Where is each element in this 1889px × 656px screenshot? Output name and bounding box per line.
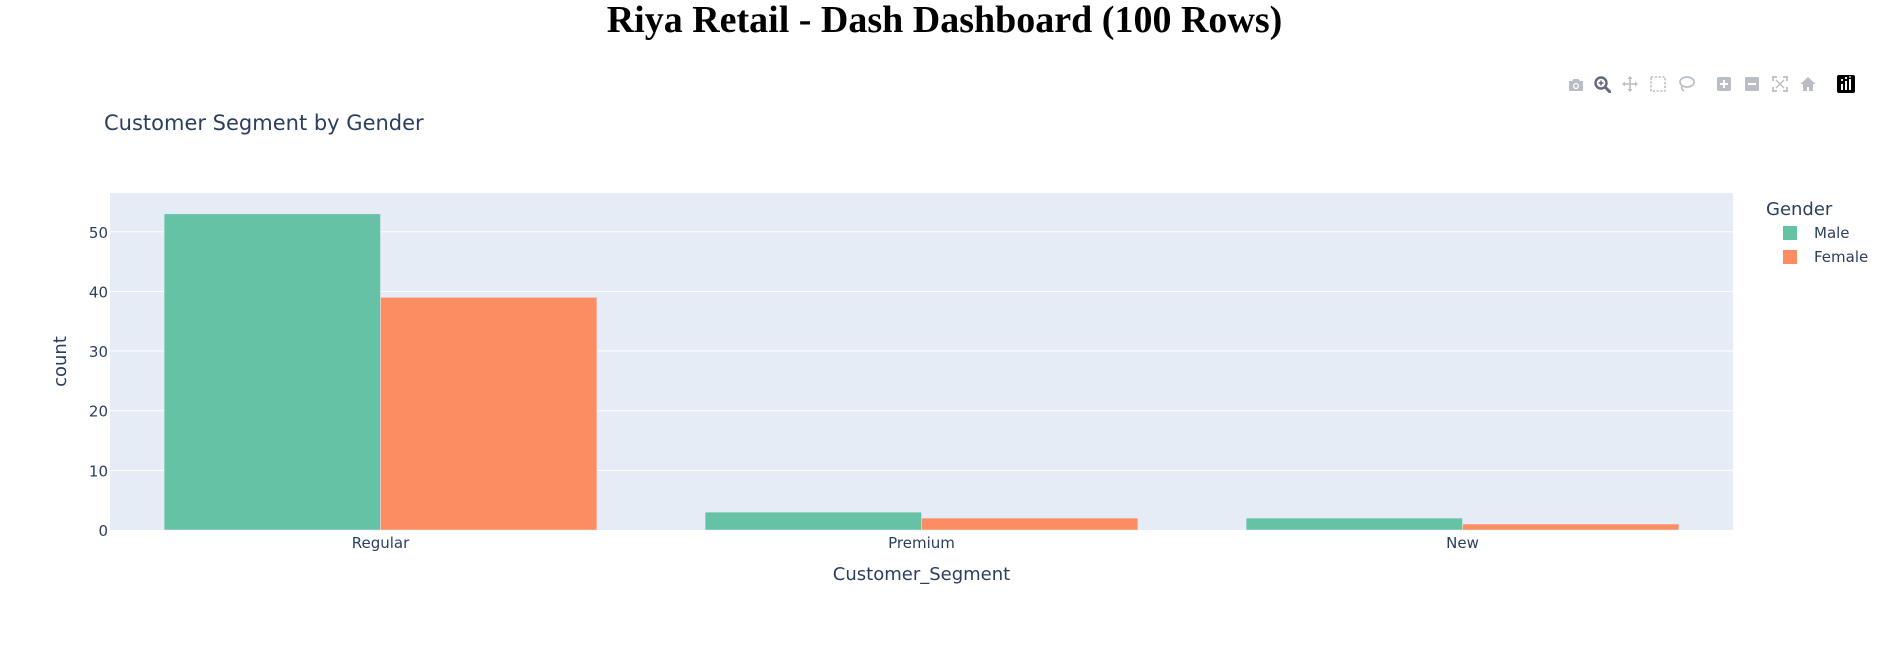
legend-label-female: Female (1814, 248, 1868, 266)
modebar-plotly-logo-button[interactable] (1832, 70, 1860, 98)
y-tick-label: 30 (89, 343, 108, 361)
x-tick-label: Regular (352, 534, 410, 552)
modebar-zoom-out-button[interactable] (1738, 70, 1766, 98)
bar-female-premium (921, 517, 1139, 531)
page-title: Riya Retail - Dash Dashboard (100 Rows) (606, 0, 1283, 41)
bar-male-new (1245, 517, 1463, 531)
legend-swatch-female (1783, 250, 1797, 264)
bar-female-regular (380, 297, 598, 531)
bar-male-regular (163, 213, 381, 531)
lasso-select-icon (1679, 76, 1695, 92)
modebar-pan-button[interactable] (1616, 70, 1644, 98)
modebar-box-select-button[interactable] (1644, 70, 1672, 98)
reset-axes-icon (1800, 77, 1816, 91)
bar-female-new (1462, 523, 1680, 531)
modebar-reset-axes-button[interactable] (1794, 70, 1822, 98)
autoscale-icon (1772, 76, 1788, 92)
y-tick-label: 20 (89, 403, 108, 421)
chart-title: Customer Segment by Gender (104, 111, 424, 135)
zoom-icon (1594, 76, 1611, 93)
legend-title: Gender (1766, 199, 1833, 220)
chart-modebar (1560, 70, 1860, 98)
y-tick-label: 50 (89, 224, 108, 242)
modebar-zoom-in-button[interactable] (1710, 70, 1738, 98)
y-tick-label: 10 (89, 462, 108, 480)
legend-swatch-male (1783, 226, 1797, 240)
pan-icon (1622, 76, 1638, 92)
modebar-zoom-button[interactable] (1588, 70, 1616, 98)
camera-icon (1569, 79, 1583, 91)
y-tick-label: 40 (89, 283, 108, 301)
zoom-out-icon (1745, 77, 1759, 91)
modebar-lasso-select-button[interactable] (1672, 70, 1700, 98)
bar-male-premium (704, 511, 922, 531)
legend-label-male: Male (1814, 224, 1850, 242)
y-tick-label: 0 (98, 522, 108, 540)
x-tick-label: New (1446, 534, 1479, 552)
x-tick-label: Premium (888, 534, 955, 552)
modebar-autoscale-button[interactable] (1766, 70, 1794, 98)
zoom-in-icon (1717, 77, 1731, 91)
modebar-camera-button[interactable] (1560, 70, 1588, 98)
x-axis-label: Customer_Segment (833, 564, 1010, 585)
plotly-logo-icon (1837, 75, 1855, 93)
y-axis-label: count (50, 336, 71, 387)
box-select-icon (1650, 76, 1666, 92)
